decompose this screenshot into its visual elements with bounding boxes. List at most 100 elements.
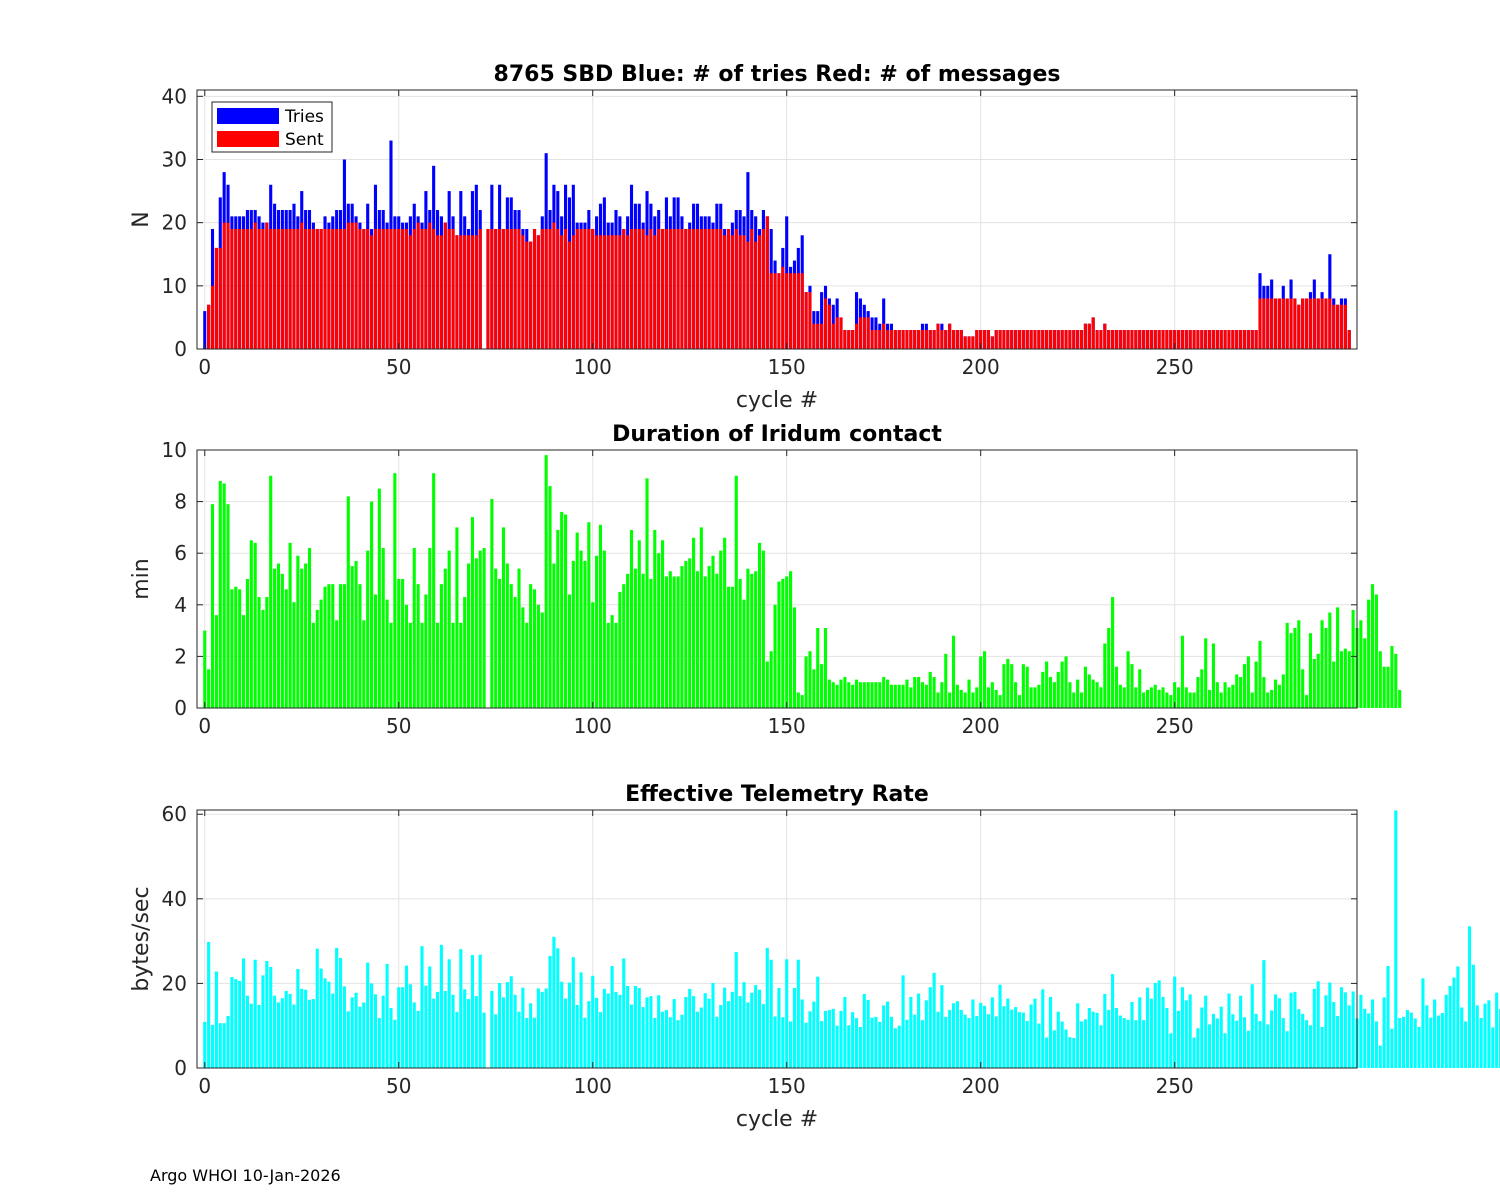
panel1-bar-sent — [567, 241, 571, 349]
panel3-bar-rate — [1029, 1004, 1033, 1068]
panel1-bar-sent — [657, 228, 661, 349]
panel2-bar-duration — [470, 517, 475, 708]
panel1-bar-sent — [218, 247, 222, 349]
panel2-bar-duration — [1056, 671, 1060, 708]
panel2-bar-duration — [1359, 620, 1363, 708]
panel2-bar-duration — [1363, 638, 1367, 708]
panel2-x-tick-label: 50 — [386, 714, 411, 738]
panel1-bar-sent — [1006, 330, 1010, 349]
panel2-bar-duration — [319, 599, 323, 708]
panel2-bar-duration — [610, 615, 614, 708]
panel3-bar-rate — [401, 987, 405, 1068]
panel2-bar-duration — [571, 560, 575, 708]
panel2-bar-duration — [816, 628, 820, 708]
panel3-bar-rate — [296, 969, 300, 1068]
panel2-bar-duration — [1336, 607, 1340, 708]
panel1-bar-sent — [831, 323, 835, 349]
panel3-bar-rate — [447, 959, 451, 1068]
panel3-bar-rate — [459, 949, 463, 1068]
panel2-bar-duration — [257, 597, 261, 708]
panel3-bar-rate — [498, 982, 502, 1068]
panel1-x-tick-label: 150 — [768, 355, 806, 379]
panel2-bar-duration — [951, 635, 956, 708]
panel3-bar-rate — [532, 1017, 537, 1068]
panel1-bar-sent — [245, 228, 249, 349]
panel3-bar-rate — [300, 988, 304, 1068]
panel1-bar-sent — [575, 228, 579, 349]
panel3-bar-rate — [851, 1012, 855, 1068]
panel3-bar-rate — [889, 1016, 893, 1068]
panel3-bar-rate — [1487, 1000, 1491, 1068]
panel2-bar-duration — [1293, 628, 1297, 708]
panel2-bar-duration — [1246, 656, 1250, 708]
panel1-bar-tries — [820, 292, 824, 349]
panel1-bar-sent — [866, 317, 870, 349]
panel2-bar-duration — [657, 553, 661, 708]
panel3-bar-rate — [971, 999, 975, 1068]
panel2-bar-duration — [323, 586, 327, 708]
panel1-bar-sent — [668, 228, 672, 349]
panel1-bar-sent — [532, 228, 537, 349]
panel1-bar-sent — [680, 228, 684, 349]
panel3-bar-rate — [1479, 1018, 1483, 1068]
panel3-bar-rate — [1176, 1010, 1181, 1068]
panel1-bar-sent — [1184, 330, 1188, 349]
panel3-bar-rate — [893, 1028, 897, 1068]
panel1-bar-sent — [1072, 330, 1076, 349]
panel1-legend-swatch-tries — [217, 108, 279, 124]
panel3-bar-rate — [1378, 1045, 1382, 1068]
panel2-bar-duration — [761, 550, 765, 708]
panel3-bar-rate — [707, 998, 711, 1068]
panel1-bar-sent — [552, 222, 556, 349]
panel3-bar-rate — [1231, 1014, 1235, 1068]
panel3-bar-rate — [435, 991, 440, 1068]
panel2-bar-duration — [602, 550, 606, 708]
panel1-bar-sent — [986, 330, 990, 349]
panel3-bar-rate — [1165, 1007, 1169, 1068]
panel2-bar-duration — [1262, 677, 1266, 708]
panel3-bar-rate — [552, 936, 556, 1068]
panel1-bar-sent — [1285, 298, 1289, 349]
panel3-bar-rate — [944, 1016, 948, 1068]
panel1-bar-sent — [373, 228, 378, 349]
panel3-bar-rate — [1467, 926, 1472, 1068]
panel1-bar-sent — [622, 228, 626, 349]
panel2-bar-duration — [924, 684, 928, 708]
panel1-bar-sent — [1231, 330, 1235, 349]
panel3-bar-rate — [990, 997, 994, 1068]
panel3-bar-rate — [1421, 978, 1425, 1068]
panel3-bar-rate — [1045, 1037, 1049, 1068]
panel2-bar-duration — [1332, 661, 1336, 708]
panel1-bar-sent — [816, 323, 820, 349]
panel3-bar-rate — [1495, 992, 1499, 1068]
panel2-bar-duration — [1184, 687, 1188, 708]
panel2-bar-duration — [688, 558, 692, 708]
panel1-y-tick-label: 0 — [174, 337, 187, 361]
panel3-bar-rate — [1367, 1013, 1371, 1068]
panel3-bar-rate — [1444, 994, 1448, 1068]
panel2-bar-duration — [1289, 633, 1293, 708]
panel2-bar-duration — [412, 548, 416, 708]
panel1-bar-sent — [478, 228, 482, 349]
panel1-bar-sent — [288, 228, 292, 349]
panel1-bar-sent — [280, 228, 284, 349]
panel2-bar-duration — [1010, 664, 1014, 708]
panel2-bar-duration — [1002, 664, 1006, 708]
panel3-bar-rate — [1332, 1002, 1336, 1068]
panel3-bar-rate — [1464, 1021, 1468, 1068]
panel3-bar-rate — [245, 995, 249, 1068]
panel2-bar-duration — [1041, 671, 1045, 708]
panel1-bar-sent — [269, 228, 273, 349]
panel1-bar-sent — [424, 228, 428, 349]
panel1-bar-sent — [1223, 330, 1227, 349]
panel3-bar-rate — [560, 981, 564, 1068]
panel1-bar-sent — [1021, 330, 1025, 349]
panel3-bar-rate — [800, 999, 804, 1068]
panel1-bar-sent — [1056, 330, 1060, 349]
panel3-bar-rate — [265, 960, 269, 1068]
panel1-bar-sent — [1107, 330, 1111, 349]
panel2-bar-duration — [730, 586, 734, 708]
panel2-bar-duration — [734, 475, 738, 708]
panel2-bar-duration — [1165, 692, 1169, 708]
panel2-bar-duration — [1017, 695, 1022, 708]
